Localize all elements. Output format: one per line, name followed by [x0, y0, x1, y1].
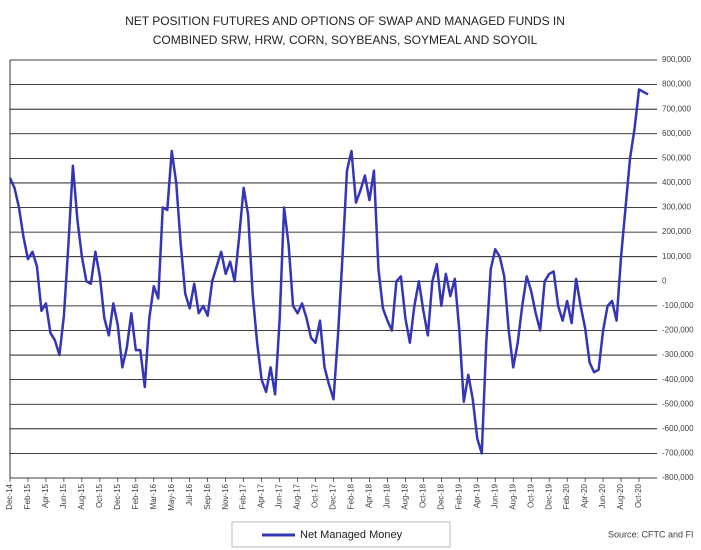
- series-line: [8, 88, 649, 455]
- x-tick-label: Jul-16: [185, 483, 194, 505]
- y-tick-label: 800,000: [662, 80, 691, 89]
- y-tick-label: -500,000: [662, 399, 694, 408]
- y-tick-label: 600,000: [662, 129, 691, 138]
- x-tick-label: Dec-15: [113, 483, 122, 509]
- y-tick-label: 100,000: [662, 252, 691, 261]
- chart-title: COMBINED SRW, HRW, CORN, SOYBEANS, SOYME…: [153, 33, 538, 47]
- x-tick-label: Jun-15: [59, 483, 68, 508]
- x-tick-label: Dec-19: [544, 483, 553, 509]
- x-tick-label: Aug-15: [77, 483, 86, 509]
- x-tick-label: Sep-16: [203, 483, 212, 509]
- x-tick-label: Dec-14: [5, 483, 14, 509]
- x-tick-label: Oct-19: [526, 483, 535, 508]
- x-tick-label: Apr-15: [41, 483, 50, 508]
- y-tick-label: -700,000: [662, 449, 694, 458]
- y-tick-label: 500,000: [662, 153, 691, 162]
- legend-box: [231, 521, 451, 548]
- x-tick-label: Aug-17: [293, 483, 302, 509]
- y-tick-label: 400,000: [662, 178, 691, 187]
- x-tick-label: Jun-17: [275, 483, 284, 508]
- y-tick-label: 900,000: [662, 55, 691, 64]
- x-tick-label: Apr-20: [580, 483, 589, 508]
- x-tick-label: Feb-18: [347, 483, 356, 509]
- x-tick-label: Feb-16: [131, 483, 140, 509]
- x-tick-label: Feb-15: [23, 483, 32, 509]
- x-tick-label: Aug-19: [508, 483, 517, 509]
- y-tick-label: 300,000: [662, 203, 691, 212]
- legend-label: Net Managed Money: [300, 529, 403, 541]
- x-tick-label: Mar-16: [149, 483, 158, 509]
- x-tick-label: Jun-18: [383, 483, 392, 508]
- y-tick-label: -400,000: [662, 375, 694, 384]
- x-tick-label: Feb-17: [239, 483, 248, 509]
- x-tick-label: Nov-16: [221, 483, 230, 509]
- x-tick-label: Feb-20: [562, 483, 571, 509]
- x-tick-label: Feb-19: [454, 483, 463, 509]
- y-tick-label: -300,000: [662, 350, 694, 359]
- y-tick-label: 700,000: [662, 104, 691, 113]
- x-tick-label: Apr-17: [257, 483, 266, 508]
- x-tick-label: Apr-18: [365, 483, 374, 508]
- y-tick-label: -100,000: [662, 301, 694, 310]
- x-tick-label: Jun-20: [598, 483, 607, 508]
- y-tick-label: -200,000: [662, 326, 694, 335]
- x-tick-label: Aug-18: [400, 483, 409, 509]
- y-tick-label: -800,000: [662, 473, 694, 482]
- y-tick-label: 0: [662, 276, 667, 285]
- x-tick-label: Oct-17: [311, 483, 320, 508]
- x-tick-label: Oct-18: [418, 483, 427, 508]
- x-tick-label: May-16: [167, 483, 176, 510]
- y-tick-label: 200,000: [662, 227, 691, 236]
- x-tick-label: Dec-18: [436, 483, 445, 509]
- x-tick-label: Oct-20: [634, 483, 643, 508]
- source-note: Source: CFTC and FI: [608, 529, 694, 539]
- x-tick-label: Apr-19: [472, 483, 481, 508]
- x-tick-label: Dec-17: [329, 483, 338, 509]
- chart-title: NET POSITION FUTURES AND OPTIONS OF SWAP…: [125, 14, 565, 28]
- x-tick-label: Oct-15: [95, 483, 104, 508]
- y-tick-label: -600,000: [662, 424, 694, 433]
- x-tick-label: Jun-19: [490, 483, 499, 508]
- x-tick-label: Aug-20: [616, 483, 625, 509]
